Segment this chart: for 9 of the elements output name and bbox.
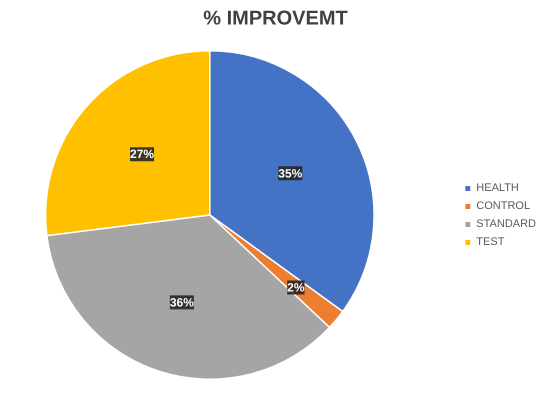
legend-label: STANDARD [476,218,536,230]
chart-title: % IMPROVEMT [203,8,348,30]
data-label: 2% [287,280,305,294]
legend-label: HEALTH [476,182,519,194]
legend-label: CONTROL [476,200,530,212]
data-label: 35% [278,166,303,180]
data-label: 27% [130,147,154,162]
data-label: 36% [170,295,194,310]
legend-label: TEST [476,236,504,248]
